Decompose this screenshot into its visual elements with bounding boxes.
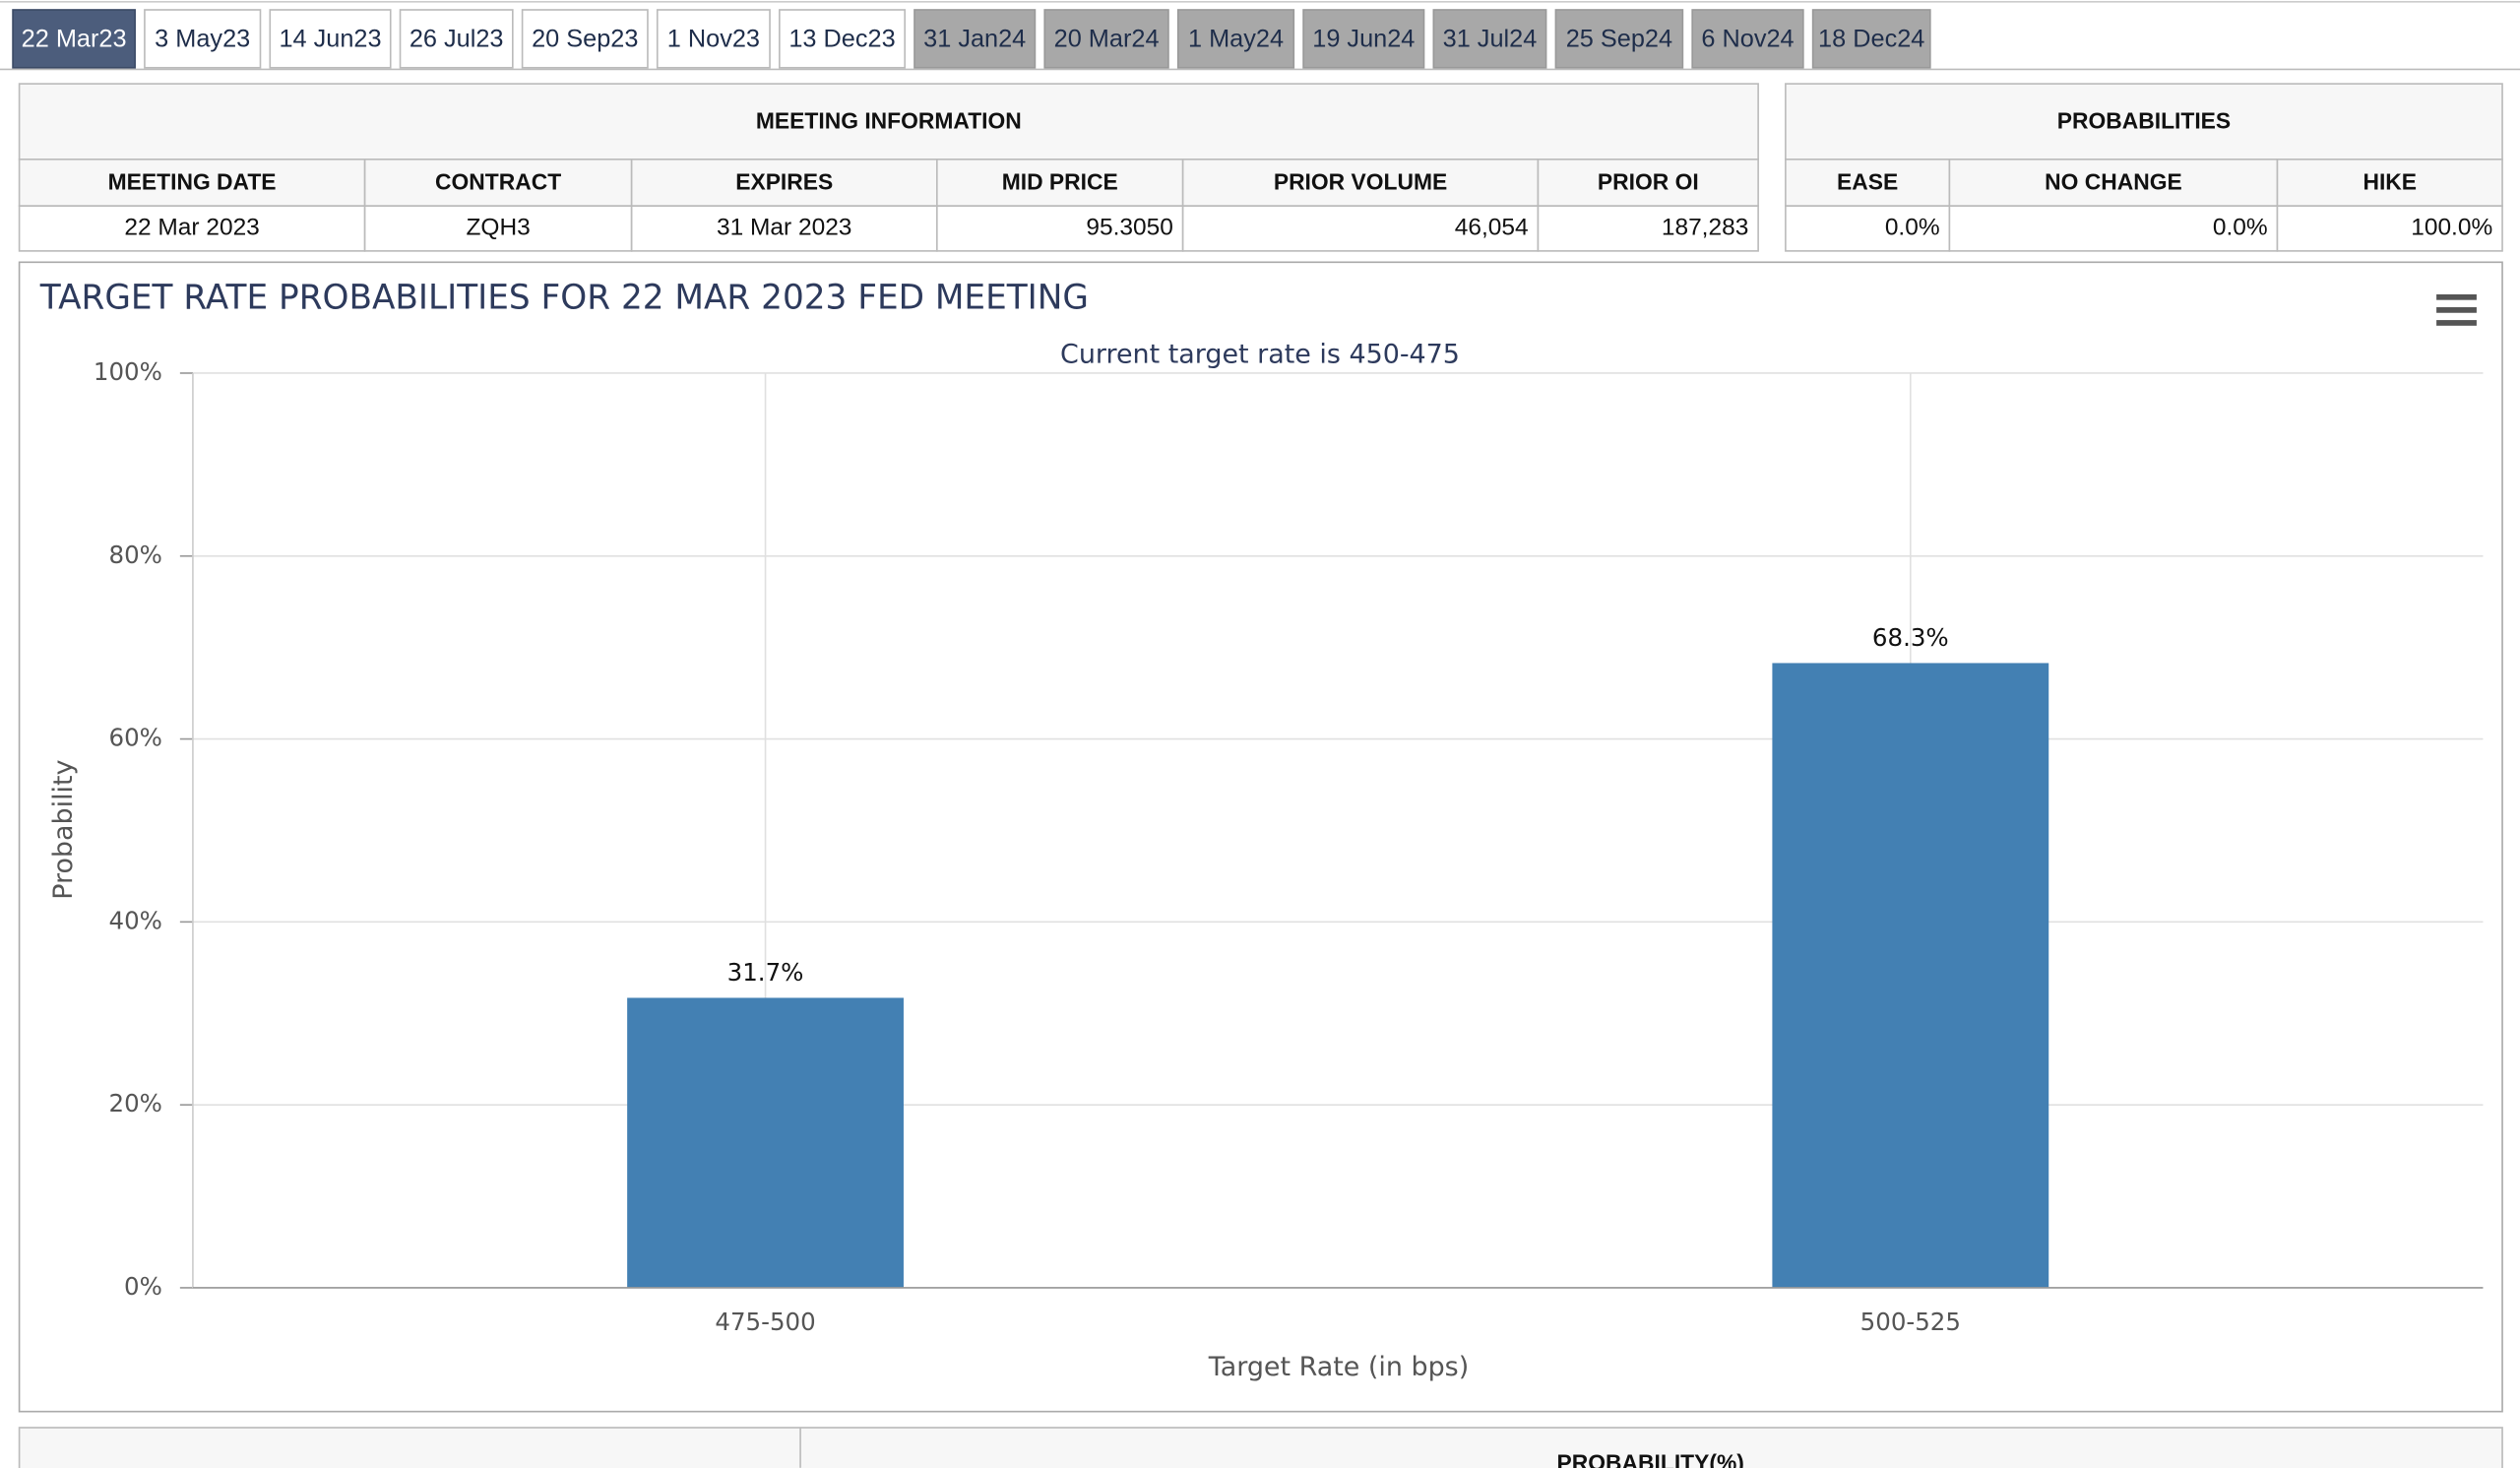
table-title-cell [1785, 83, 2503, 160]
y-axis-title: Probability [48, 759, 79, 899]
tab[interactable] [521, 9, 649, 69]
tab[interactable] [779, 9, 906, 69]
cell-value: 46,054 [1455, 214, 1529, 240]
cell-value: 0.0% [2213, 214, 2268, 240]
y-tick-label: 40% [109, 906, 162, 934]
cell-value: 187,283 [1662, 214, 1748, 240]
column-header: MEETING DATE [108, 168, 277, 194]
chart-frame [18, 261, 2503, 1413]
data-cell [2276, 205, 2503, 252]
header-cell [1537, 159, 1759, 207]
tab-label[interactable]: 18 Dec24 [1818, 26, 1924, 53]
header-cell [630, 159, 938, 207]
tab[interactable] [144, 9, 262, 69]
header-cell [936, 159, 1184, 207]
tab-label[interactable]: 1 Nov23 [667, 26, 760, 53]
tab[interactable] [1302, 9, 1425, 69]
tab[interactable] [1691, 9, 1804, 69]
bottom-table [18, 1427, 2503, 1468]
data-cell [630, 205, 938, 252]
data-cell [1948, 205, 2279, 252]
tab-label[interactable]: 20 Mar24 [1054, 26, 1160, 53]
bar [627, 997, 904, 1288]
data-cell [936, 205, 1184, 252]
menu-bar[interactable] [2436, 293, 2477, 300]
tab[interactable] [269, 9, 392, 69]
tab-label[interactable]: 25 Sep24 [1566, 26, 1672, 53]
tab[interactable] [1554, 9, 1684, 69]
column-header: EXPIRES [735, 168, 833, 194]
column-header: NO CHANGE [2045, 168, 2182, 194]
tab-label[interactable]: 26 Jul23 [410, 26, 504, 53]
tab-label[interactable]: 3 May23 [155, 26, 250, 53]
tab[interactable] [1043, 9, 1169, 69]
bar-value-label: 31.7% [727, 958, 804, 987]
data-cell [1785, 205, 1951, 252]
header-cell [363, 159, 633, 207]
chart-subtitle: Current target rate is 450-475 [1060, 340, 1460, 370]
tab-label[interactable]: 20 Sep23 [532, 26, 638, 53]
y-tick-label: 100% [94, 357, 162, 386]
y-tick-label: 0% [124, 1272, 162, 1301]
chart-panel: TARGET RATE PROBABILITIES FOR 22 MAR 202… [18, 261, 2503, 1413]
x-axis-title: Target Rate (in bps) [1208, 1352, 1469, 1382]
tab[interactable] [914, 9, 1037, 69]
cell-value: 100.0% [2411, 214, 2492, 240]
header-cell [1785, 159, 1951, 207]
bar [1772, 663, 2049, 1288]
table-title: PROBABILITIES [2057, 107, 2231, 133]
tab-label[interactable]: 19 Jun24 [1312, 26, 1415, 53]
column-header: PRIOR OI [1598, 168, 1699, 194]
column-header: CONTRACT [435, 168, 561, 194]
data-cell [1537, 205, 1759, 252]
tab[interactable] [656, 9, 771, 69]
cell-value: ZQH3 [466, 214, 530, 240]
cell-value: 22 Mar 2023 [124, 214, 259, 240]
column-header: HIKE [2362, 168, 2417, 194]
table-title: MEETING INFORMATION [756, 107, 1022, 133]
tab-label[interactable]: 6 Nov24 [1701, 26, 1794, 53]
chart-title: TARGET RATE PROBABILITIES FOR 22 MAR 202… [39, 278, 1089, 317]
x-tick-label: 500-525 [1860, 1308, 1961, 1336]
table-title-cell [18, 83, 1759, 160]
tab-label[interactable]: 22 Mar23 [22, 26, 127, 53]
menu-button[interactable] [2436, 293, 2477, 326]
tab-label[interactable]: 14 Jun23 [279, 26, 381, 53]
cell-value: 0.0% [1885, 214, 1940, 240]
tab[interactable] [12, 9, 136, 69]
cell-value: 31 Mar 2023 [717, 214, 851, 240]
bottom-table-header: PROBABILITY(%) [1557, 1450, 1744, 1468]
tab[interactable] [399, 9, 514, 69]
menu-bar[interactable] [2436, 307, 2477, 313]
bar-value-label: 68.3% [1872, 623, 1949, 652]
data-cell [363, 205, 633, 252]
y-tick-label: 60% [109, 724, 162, 752]
header-cell [1181, 159, 1540, 207]
menu-bar[interactable] [2436, 320, 2477, 326]
cell-value: 95.3050 [1086, 214, 1172, 240]
column-header: PRIOR VOLUME [1274, 168, 1447, 194]
tab[interactable] [1811, 9, 1931, 69]
y-tick-label: 20% [109, 1089, 162, 1117]
tab[interactable] [1432, 9, 1547, 69]
x-tick-label: 475-500 [715, 1308, 815, 1336]
tab-label[interactable]: 31 Jan24 [923, 26, 1026, 53]
data-cell [18, 205, 366, 252]
column-header: EASE [1837, 168, 1898, 194]
column-header: MID PRICE [1002, 168, 1118, 194]
tab[interactable] [1176, 9, 1295, 69]
y-tick-label: 80% [109, 541, 162, 569]
tab-label[interactable]: 1 May24 [1188, 26, 1284, 53]
tab-label[interactable]: 31 Jul24 [1443, 26, 1538, 53]
tab-label[interactable]: 13 Dec23 [788, 26, 895, 53]
